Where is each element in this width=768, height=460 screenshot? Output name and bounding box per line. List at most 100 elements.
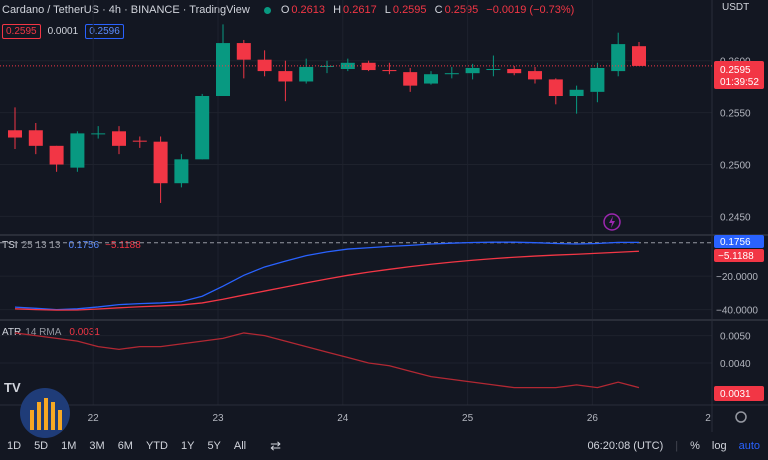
market-open-dot-icon [263,6,271,14]
candle[interactable] [174,154,189,188]
candle[interactable] [382,62,397,75]
candle-body [590,67,605,92]
timeframe-ytd[interactable]: YTD [145,440,168,452]
candle[interactable] [320,60,334,74]
timeframe-1d[interactable]: 1D [7,440,22,452]
symbol-title[interactable]: Cardano / TetherUS · 4h · BINANCE · Trad… [2,4,250,16]
percent-toggle[interactable]: % [690,440,700,452]
candle[interactable] [486,55,501,77]
timeframe-5d[interactable]: 5D [34,440,49,452]
atr-value-badge [714,386,764,401]
atr-name: ATR [2,327,22,338]
lightning-icon[interactable] [603,213,621,231]
log-toggle[interactable]: log [711,440,727,452]
tsi-tick-label: −20.0000 [716,272,758,283]
candle[interactable] [403,67,418,92]
candle[interactable] [361,60,376,72]
candle[interactable] [444,66,459,79]
candle[interactable] [28,123,43,155]
candle[interactable] [236,39,251,79]
atr-tick-label: 0.0050 [720,332,751,343]
candle[interactable] [132,136,147,148]
candle[interactable] [278,60,293,102]
timeframe-1m[interactable]: 1M [61,440,77,452]
gear-icon[interactable] [735,411,747,423]
candle-body [153,141,168,184]
open-key: O [280,4,290,16]
candle[interactable] [299,58,314,84]
ohlc-readout: O 0.2613 H 0.2617 L 0.2595 C 0.2595 −0.0019 … [281,4,580,16]
symbol-header: Cardano / TetherUS · 4h · BINANCE · Trad… [0,0,710,20]
candle-body [299,66,314,82]
timeframe-all[interactable]: All [233,440,247,452]
candle[interactable] [216,24,230,97]
candle[interactable] [340,58,355,72]
candle[interactable] [548,78,563,105]
tsi-signal-line [14,250,640,311]
candle[interactable] [590,62,605,103]
candle[interactable] [112,126,126,155]
candle-body [278,71,293,82]
timeframe-6m[interactable]: 6M [117,440,133,452]
candle-body [28,130,43,146]
timeframe-1y[interactable]: 1Y [180,440,195,452]
time-tick-label: 25 [462,413,474,424]
spread-value: 0.0001 [47,26,79,37]
tsi-axis-ticks: −20.0000 −40.0000 [716,272,758,316]
ask-price[interactable]: 0.2596 [85,24,124,39]
price-tick-label: 0.2450 [720,212,751,223]
candle-body [569,89,584,97]
candle[interactable] [70,131,85,172]
candle[interactable] [49,145,64,172]
candle[interactable] [8,107,22,149]
tsi-tick-label: −40.0000 [716,306,758,317]
currency-label[interactable]: USDT [722,2,750,13]
tsi-legend[interactable]: TSI 25 13 13 0.1756 −5.1188 [2,240,141,251]
auto-toggle[interactable]: auto [738,440,760,452]
atr-value-badge-text: 0.0031 [720,389,751,400]
tradingview-logo-icon[interactable]: TV [4,380,21,395]
candle-body [548,79,563,97]
candle-body [403,72,418,86]
time-tick-label: 26 [587,413,599,424]
last-price-badge [714,61,764,89]
lightning-bolt-icon [609,216,615,228]
low-key: L [384,4,391,16]
candle[interactable] [465,63,480,80]
time-tick-label: 23 [212,413,224,424]
candle[interactable] [528,66,542,84]
countdown-text: 01:39:52 [720,77,759,88]
clock-display[interactable]: 06:20:08 (UTC) [587,440,664,452]
candle-body [216,43,230,97]
close-key: C [434,4,443,16]
candle[interactable] [91,126,106,139]
candle[interactable] [507,65,522,76]
candle[interactable] [153,136,168,203]
time-tick-label: 22 [88,413,100,424]
candle-body [444,73,459,75]
candle[interactable] [424,71,438,85]
candle[interactable] [195,93,210,160]
candle[interactable] [257,50,272,77]
candle[interactable] [632,42,646,66]
candle-body [174,159,189,184]
atr-params: 14 RMA [25,327,62,338]
candle-body [632,46,646,66]
date-range-icon[interactable]: ⇄ [270,438,282,453]
timeframe-3m[interactable]: 3M [89,440,105,452]
candle[interactable] [611,32,626,77]
change-value: −0.0019 (−0.73%) [486,4,575,16]
candle-body [91,133,106,135]
bid-price[interactable]: 0.2595 [2,24,41,39]
candle[interactable] [569,85,584,114]
tsi-value-badge-text: 0.1756 [720,237,751,248]
tsi-value-badge [714,235,764,248]
atr-legend[interactable]: ATR 14 RMA 0.0031 [2,327,100,338]
timeframe-5y[interactable]: 5Y [207,440,221,452]
candle-body [49,145,64,165]
atr-tick-label: 0.0040 [720,359,751,370]
candle-body [236,43,251,60]
toolbar-divider: | [675,440,679,452]
